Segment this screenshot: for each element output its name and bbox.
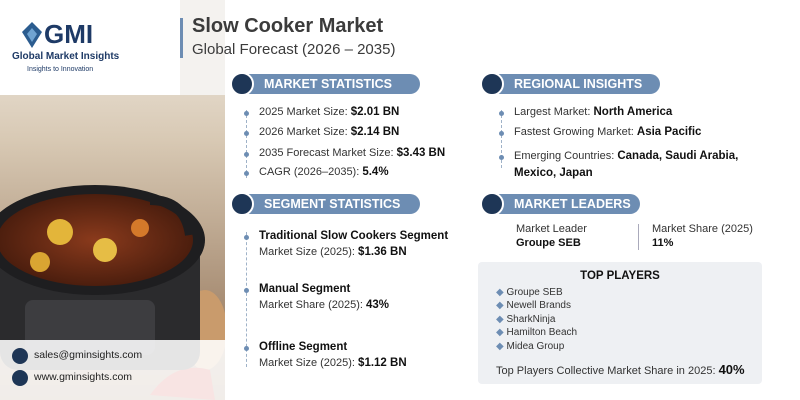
leader-label: Market Leader xyxy=(516,223,587,235)
value: Mexico, Japan xyxy=(514,167,593,179)
label: 2025 Market Size: xyxy=(259,106,348,118)
website: www.gminsights.com xyxy=(34,371,133,383)
bullet xyxy=(244,131,249,136)
segment-name: Traditional Slow Cookers Segment xyxy=(259,230,448,242)
bullet xyxy=(244,288,249,293)
section-heading: MARKET LEADERS xyxy=(480,192,640,216)
stat-item: Market Size (2025): $1.12 BN xyxy=(259,357,407,369)
title: Slow Cooker Market xyxy=(192,15,384,37)
bullet xyxy=(244,171,249,176)
segment-name: Manual Segment xyxy=(259,283,350,295)
top-players-heading: TOP PLAYERS xyxy=(580,270,660,282)
stat-item: CAGR (2026–2035): 5.4% xyxy=(259,166,389,178)
bullet xyxy=(499,111,504,116)
section-heading: MARKET STATISTICS xyxy=(230,72,420,96)
label: Fastest Growing Market: xyxy=(514,126,634,138)
share-label: Market Share (2025) xyxy=(652,223,753,235)
subtitle: Global Forecast (2026 – 2035) xyxy=(192,41,396,58)
title-accent xyxy=(180,18,183,58)
segment-name: Offline Segment xyxy=(259,341,348,353)
logo-name: GMI xyxy=(44,19,94,49)
player-item: ◆ SharkNinja xyxy=(496,313,556,325)
label: Market Size (2025): xyxy=(259,357,355,369)
player-item: ◆ Groupe SEB xyxy=(496,287,563,298)
label: 2026 Market Size: xyxy=(259,126,348,138)
top-players-box xyxy=(478,262,762,384)
label: Largest Market: xyxy=(514,106,591,118)
label: Emerging Countries: xyxy=(514,150,615,162)
bullet xyxy=(244,111,249,116)
logo-panel: GMI Global Market Insights Insights to I… xyxy=(0,0,180,95)
player: Newell Brands xyxy=(506,300,571,312)
product-image xyxy=(0,0,225,400)
segment-name: Offline Segment xyxy=(259,341,347,353)
top-players-footer: Top Players Collective Market Share in 2… xyxy=(496,362,745,377)
bullet xyxy=(499,131,504,136)
value: North America xyxy=(593,106,673,118)
player: Midea Group xyxy=(506,340,565,352)
segment-name: Manual Segment xyxy=(259,283,351,295)
value: 5.4% xyxy=(362,166,389,178)
logo-line: Global Market Insights xyxy=(12,51,120,62)
value: Canada, Saudi Arabia, xyxy=(617,150,739,162)
bullet xyxy=(244,152,249,157)
player-item: ◆ Hamilton Beach xyxy=(496,327,578,339)
logo-icon xyxy=(22,22,42,48)
stat-item: 2025 Market Size: $2.01 BN xyxy=(259,106,399,118)
stat-item: Market Share (2025): 43% xyxy=(259,299,389,311)
value: 43% xyxy=(366,299,390,311)
bullet xyxy=(244,346,249,351)
contact-panel xyxy=(0,340,225,400)
logo-tagline: Insights to Innovation xyxy=(27,66,94,73)
stat-item: Largest Market: North America xyxy=(514,106,672,118)
value: $2.01 BN xyxy=(350,106,400,118)
value: $1.12 BN xyxy=(358,357,407,369)
leader: Groupe SEB xyxy=(516,237,581,249)
segment-name: Traditional Slow Cookers Segment xyxy=(259,230,449,242)
stat-item: Emerging Countries: Canada, Saudi Arabia… xyxy=(514,150,738,162)
player-item: ◆ Newell Brands xyxy=(496,300,571,312)
player: SharkNinja xyxy=(506,313,556,325)
section-heading: SEGMENT STATISTICS xyxy=(230,192,420,216)
bullet xyxy=(244,235,249,240)
player-item: ◆ Midea Group xyxy=(496,340,565,352)
footer-value: 40% xyxy=(718,362,745,377)
label: Market Size (2025): xyxy=(259,246,355,258)
stat-item: Market Size (2025): $1.36 BN xyxy=(259,246,407,258)
divider xyxy=(638,224,639,250)
email: sales@gminsights.com xyxy=(34,349,143,361)
stat-item: Fastest Growing Market: Asia Pacific xyxy=(514,126,701,138)
footer-label: Top Players Collective Market Share in 2… xyxy=(496,365,716,377)
stat-item: Mexico, Japan xyxy=(514,167,593,179)
player: Groupe SEB xyxy=(506,287,563,298)
label: CAGR (2026–2035): xyxy=(259,166,360,178)
value: $2.14 BN xyxy=(350,126,400,138)
value: $1.36 BN xyxy=(358,246,407,258)
section-heading: REGIONAL INSIGHTS xyxy=(480,72,660,96)
label: 2035 Forecast Market Size: xyxy=(259,147,394,159)
share: 11% xyxy=(652,237,674,249)
stat-item: 2035 Forecast Market Size: $3.43 BN xyxy=(259,147,445,159)
bullet xyxy=(499,155,504,160)
value: $3.43 BN xyxy=(396,147,446,159)
value: Asia Pacific xyxy=(636,126,702,138)
player: Hamilton Beach xyxy=(506,327,578,339)
stat-item: 2026 Market Size: $2.14 BN xyxy=(259,126,399,138)
label: Market Share (2025): xyxy=(259,299,363,311)
